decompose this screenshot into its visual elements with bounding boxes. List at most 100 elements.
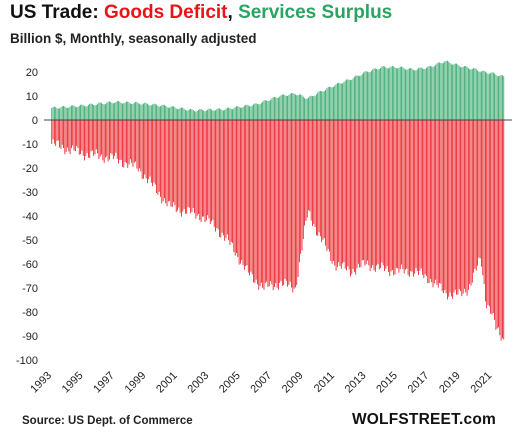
- goods-deficit-bar: [276, 120, 278, 288]
- goods-deficit-bar: [420, 120, 422, 269]
- goods-deficit-bar: [483, 120, 485, 285]
- services-surplus-bar: [431, 66, 433, 120]
- services-surplus-bar: [51, 108, 53, 120]
- services-surplus-bar: [81, 104, 83, 120]
- goods-deficit-bar: [93, 120, 95, 156]
- goods-deficit-bar: [270, 120, 271, 282]
- goods-deficit-bar: [97, 120, 99, 154]
- goods-deficit-bar: [329, 120, 330, 252]
- goods-deficit-bar: [119, 120, 121, 160]
- goods-deficit-bar: [253, 120, 254, 283]
- goods-deficit-bar: [348, 120, 350, 270]
- services-surplus-bar: [276, 97, 278, 120]
- services-surplus-bar: [394, 67, 396, 120]
- y-tick-label: -50: [22, 235, 38, 247]
- services-surplus-bar: [318, 91, 320, 120]
- goods-deficit-bar: [281, 120, 283, 286]
- services-surplus-bar: [64, 106, 66, 120]
- goods-deficit-bar: [357, 120, 359, 264]
- goods-deficit-bar: [356, 120, 358, 269]
- services-surplus-bar: [233, 108, 235, 120]
- goods-deficit-bar: [94, 120, 96, 155]
- goods-deficit-bar: [360, 120, 362, 268]
- x-tick-label: 2017: [406, 370, 432, 396]
- services-surplus-bar: [141, 104, 143, 120]
- goods-deficit-bar: [338, 120, 340, 263]
- goods-deficit-bar: [340, 120, 342, 269]
- goods-deficit-bar: [422, 120, 423, 275]
- services-surplus-bar: [53, 106, 55, 120]
- goods-deficit-bar: [77, 120, 79, 148]
- goods-deficit-bar: [243, 120, 245, 270]
- x-tick-label: 2005: [217, 370, 243, 396]
- goods-deficit-bar: [222, 120, 224, 236]
- goods-deficit-bar: [245, 120, 247, 267]
- goods-deficit-bar: [169, 120, 171, 201]
- services-surplus-bar: [368, 72, 370, 120]
- services-surplus-bar: [190, 108, 192, 120]
- goods-deficit-bar: [128, 120, 130, 165]
- services-surplus-bar: [474, 68, 476, 120]
- goods-deficit-bar: [437, 120, 439, 288]
- services-surplus-bar: [131, 104, 133, 120]
- goods-deficit-bar: [436, 120, 438, 285]
- goods-deficit-bar: [232, 120, 233, 243]
- services-surplus-bar: [95, 104, 97, 120]
- goods-deficit-bar: [388, 120, 389, 273]
- services-surplus-bar: [339, 83, 341, 120]
- services-surplus-bar: [99, 102, 101, 120]
- goods-deficit-bar: [309, 120, 311, 212]
- services-surplus-bar: [481, 71, 482, 120]
- goods-deficit-bar: [116, 120, 118, 159]
- services-surplus-bar: [503, 76, 505, 120]
- goods-deficit-bar: [402, 120, 404, 270]
- goods-deficit-bar: [471, 120, 473, 283]
- goods-deficit-bar: [118, 120, 119, 164]
- goods-deficit-bar: [474, 120, 476, 269]
- goods-deficit-bar: [173, 120, 174, 203]
- services-surplus-bar: [279, 96, 281, 120]
- goods-deficit-bar: [135, 120, 137, 162]
- services-surplus-bar: [186, 110, 188, 120]
- services-surplus-bar: [254, 103, 256, 120]
- services-surplus-bar: [112, 103, 114, 120]
- services-surplus-bar: [312, 96, 313, 120]
- services-surplus-bar: [205, 110, 207, 120]
- services-surplus-bar: [393, 66, 395, 120]
- goods-deficit-bar: [432, 120, 434, 288]
- services-surplus-bar: [107, 101, 109, 120]
- goods-deficit-bar: [300, 120, 302, 254]
- services-surplus-bar: [377, 69, 379, 120]
- services-surplus-bar: [334, 85, 336, 120]
- services-surplus-bar: [158, 106, 160, 120]
- services-surplus-bar: [101, 103, 102, 120]
- services-surplus-bar: [57, 108, 59, 120]
- x-tick-label: 1993: [28, 370, 54, 396]
- services-surplus-bar: [449, 63, 451, 120]
- services-surplus-bar: [363, 72, 364, 120]
- goods-deficit-bar: [115, 120, 117, 153]
- goods-deficit-bar: [301, 120, 303, 251]
- x-tick-label: 2009: [280, 370, 306, 396]
- services-surplus-bar: [296, 95, 298, 120]
- services-surplus-bar: [78, 105, 80, 120]
- services-surplus-bar: [199, 109, 201, 120]
- services-surplus-bar: [88, 104, 89, 120]
- goods-deficit-bar: [416, 120, 418, 272]
- services-surplus-bar: [395, 68, 397, 120]
- services-surplus-bar: [90, 103, 92, 120]
- goods-deficit-bar: [378, 120, 380, 270]
- goods-deficit-bar: [306, 120, 308, 218]
- goods-deficit-bar: [355, 120, 357, 275]
- services-surplus-bar: [203, 110, 205, 120]
- services-surplus-bar: [258, 104, 260, 120]
- services-surplus-bar: [346, 79, 347, 120]
- services-surplus-bar: [300, 94, 302, 120]
- goods-deficit-bar: [160, 120, 161, 197]
- source-note: Source: US Dept. of Commerce: [22, 415, 193, 427]
- services-surplus-bar: [188, 109, 190, 120]
- goods-deficit-bar: [101, 120, 102, 155]
- goods-deficit-bar: [382, 120, 384, 266]
- services-surplus-bar: [492, 72, 494, 120]
- goods-deficit-bar: [81, 120, 83, 151]
